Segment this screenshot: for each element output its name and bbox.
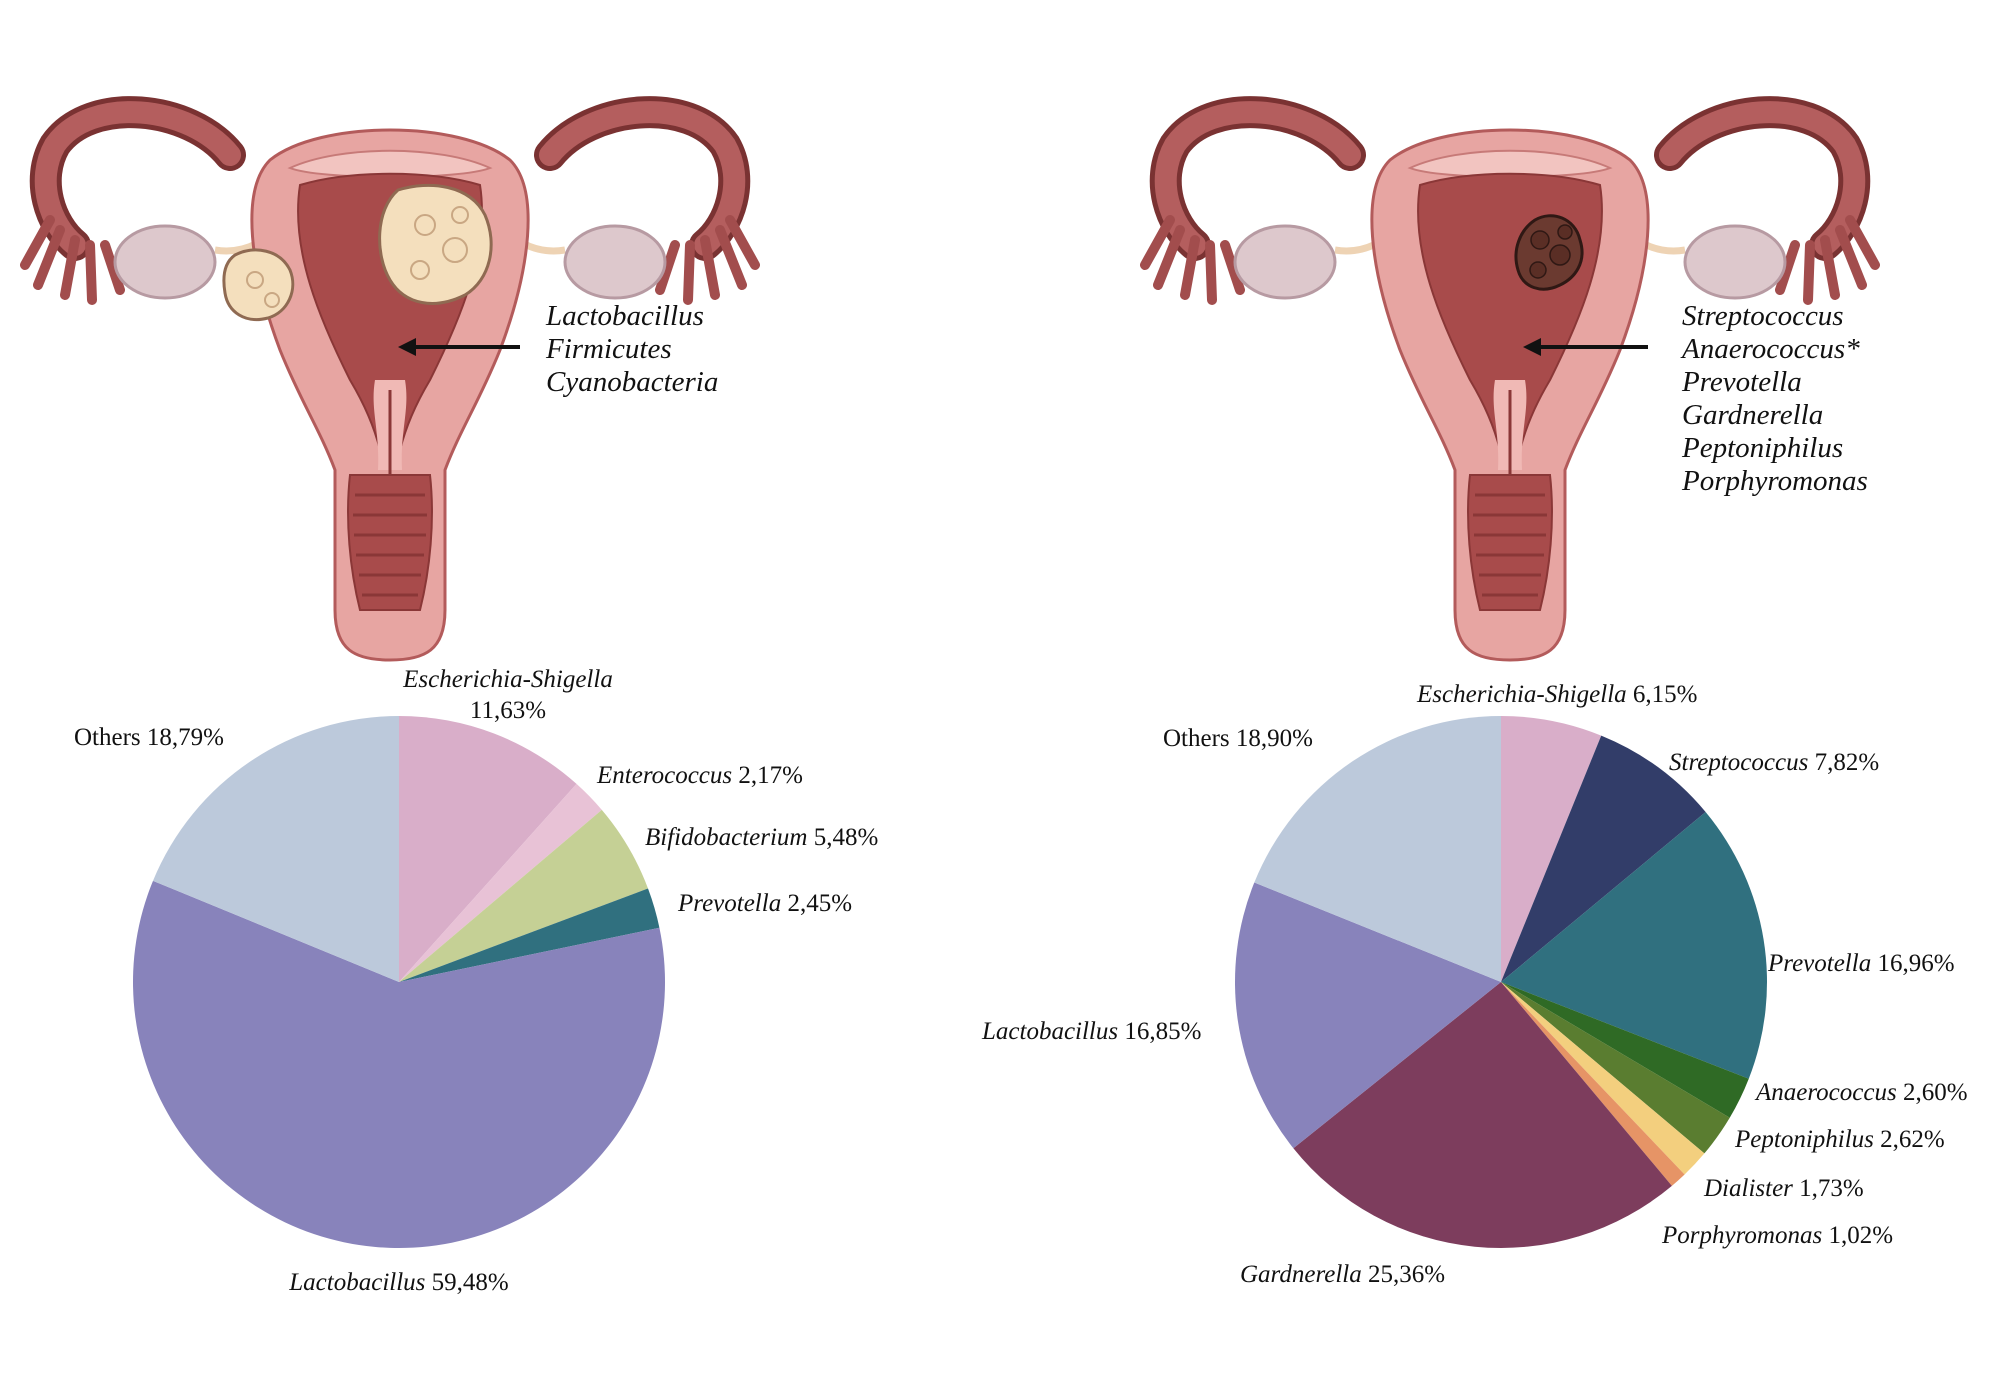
pie-left-label-prevotella: Prevotella 2,45% — [677, 890, 852, 917]
pie-right-slice-peptoniphilus — [1501, 982, 1730, 1154]
bacteria-list-left: Lactobacillus Firmicutes Cyanobacteria — [545, 300, 718, 398]
pie-left-label-bifidobacterium: Bifidobacterium 5,48% — [645, 824, 878, 851]
bacteria-left-0: Lactobacillus — [545, 300, 704, 332]
pie-right-label-gardnerella: Gardnerella 25,36% — [1240, 1261, 1445, 1288]
pie-right-label-streptococcus: Streptococcus 7,82% — [1669, 749, 1879, 776]
pie-left-slice-lactobacillus — [133, 880, 666, 1248]
pie-right-slice-lactobacillus — [1234, 882, 1501, 1149]
arrow-left — [398, 338, 520, 356]
pie-right-label-dialister: Dialister 1,73% — [1703, 1175, 1864, 1202]
bacteria-left-2: Cyanobacteria — [546, 366, 718, 398]
fibroid-large — [378, 183, 493, 305]
bacteria-right-4: Peptoniphilus — [1681, 432, 1843, 464]
fibroid-small — [222, 248, 295, 321]
tumor — [1514, 214, 1584, 291]
bacteria-list-right: Streptococcus Anaerococcus* Prevotella G… — [1680, 300, 1868, 497]
pie-left-slice-bifidobacterium — [399, 809, 648, 982]
uterus-illustration-cancer — [1145, 112, 1875, 660]
bacteria-right-5: Porphyromonas — [1681, 465, 1868, 497]
pie-right-slice-others — [1254, 716, 1501, 982]
pie-right-label-others: Others 18,90% — [1163, 725, 1313, 752]
pie-right-slice-prevotella — [1501, 812, 1768, 1079]
arrow-right — [1523, 338, 1648, 356]
pie-right-slice-gardnerella — [1293, 982, 1672, 1249]
uterus-illustration-fibroid — [25, 112, 755, 660]
pie-right-slice-anaerococcus — [1501, 982, 1749, 1118]
pie-right-label-lactobacillus: Lactobacillus 16,85% — [981, 1018, 1201, 1045]
pie-left-slice-escherichia-shigella — [399, 716, 577, 982]
pie-right-slice-escherichia-shigella — [1501, 716, 1602, 982]
bacteria-right-0: Streptococcus — [1682, 300, 1844, 332]
pie-right-label-porphyromonas: Porphyromonas 1,02% — [1661, 1222, 1893, 1249]
pie-right-label-peptoniphilus: Peptoniphilus 2,62% — [1734, 1126, 1945, 1153]
bacteria-right-3: Gardnerella — [1682, 399, 1823, 431]
pie-right-slice-porphyromonas — [1501, 982, 1685, 1186]
bacteria-right-2: Prevotella — [1681, 366, 1802, 398]
pie-chart-right: Escherichia-Shigella 6,15% Streptococcus … — [981, 681, 1968, 1288]
pie-left-slice-enterococcus — [399, 783, 602, 982]
pie-left-label-lactobacillus: Lactobacillus 59,48% — [288, 1269, 508, 1296]
bacteria-right-1: Anaerococcus* — [1680, 333, 1860, 365]
pie-left-label-escherichia-shigella: Escherichia-Shigella 11,63% — [402, 666, 613, 724]
pie-right-slice-dialister — [1501, 982, 1705, 1175]
bacteria-left-1: Firmicutes — [545, 333, 672, 365]
pie-left-slice-others — [152, 716, 399, 982]
pie-chart-left: Escherichia-Shigella 11,63% Enterococcus 2… — [74, 666, 878, 1296]
pie-right-label-anaerococcus: Anaerococcus 2,60% — [1754, 1079, 1968, 1106]
pie-left-label-enterococcus: Enterococcus 2,17% — [596, 762, 803, 789]
pie-right-label-prevotella: Prevotella 16,96% — [1767, 950, 1955, 977]
pie-right-slice-streptococcus — [1501, 735, 1706, 982]
pie-right-label-escherichia-shigella: Escherichia-Shigella 6,15% — [1416, 681, 1698, 708]
pie-left-label-others: Others 18,79% — [74, 724, 224, 751]
pie-left-slice-prevotella — [399, 888, 660, 982]
